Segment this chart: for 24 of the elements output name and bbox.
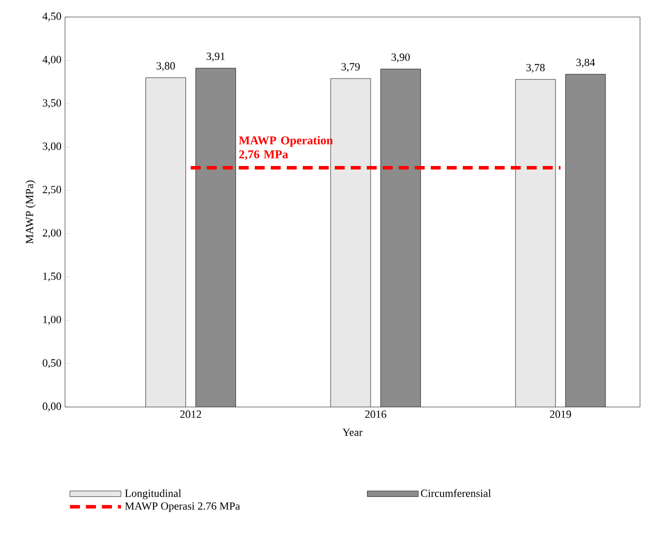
data-label: 3,78 <box>526 64 545 73</box>
x-tick-label: 2016 <box>365 410 386 418</box>
y-tick-label: 4,50 <box>42 12 62 22</box>
x-axis-title: Year <box>342 428 362 436</box>
x-tick-label: 2012 <box>180 410 202 418</box>
data-label: 3,91 <box>206 52 225 62</box>
legend-label: MAWP Operasi 2.76 MPa <box>125 502 240 512</box>
y-tick-label: 3,00 <box>42 142 62 152</box>
data-label: 3,80 <box>156 62 175 72</box>
legend-label: Longitudinal <box>125 489 182 500</box>
y-tick-label: 0,50 <box>42 359 62 368</box>
data-label: 3,79 <box>342 63 360 72</box>
y-tick-label: 2,50 <box>42 186 62 195</box>
x-tick-label: 2019 <box>550 410 572 418</box>
y-tick-label: 4,00 <box>42 56 62 65</box>
data-label: 3,84 <box>576 58 595 68</box>
y-tick-label: 3,50 <box>42 99 62 108</box>
y-tick-label: 1,50 <box>43 272 62 282</box>
y-tick-label: 2,00 <box>42 229 62 238</box>
data-label: 3,90 <box>392 54 410 62</box>
y-tick-label: 1,00 <box>43 316 62 325</box>
legend-label: Circumferensial <box>420 489 491 498</box>
y-tick-label: 0,00 <box>42 402 62 412</box>
y-axis-title: MAWP (MPa) <box>26 180 36 244</box>
